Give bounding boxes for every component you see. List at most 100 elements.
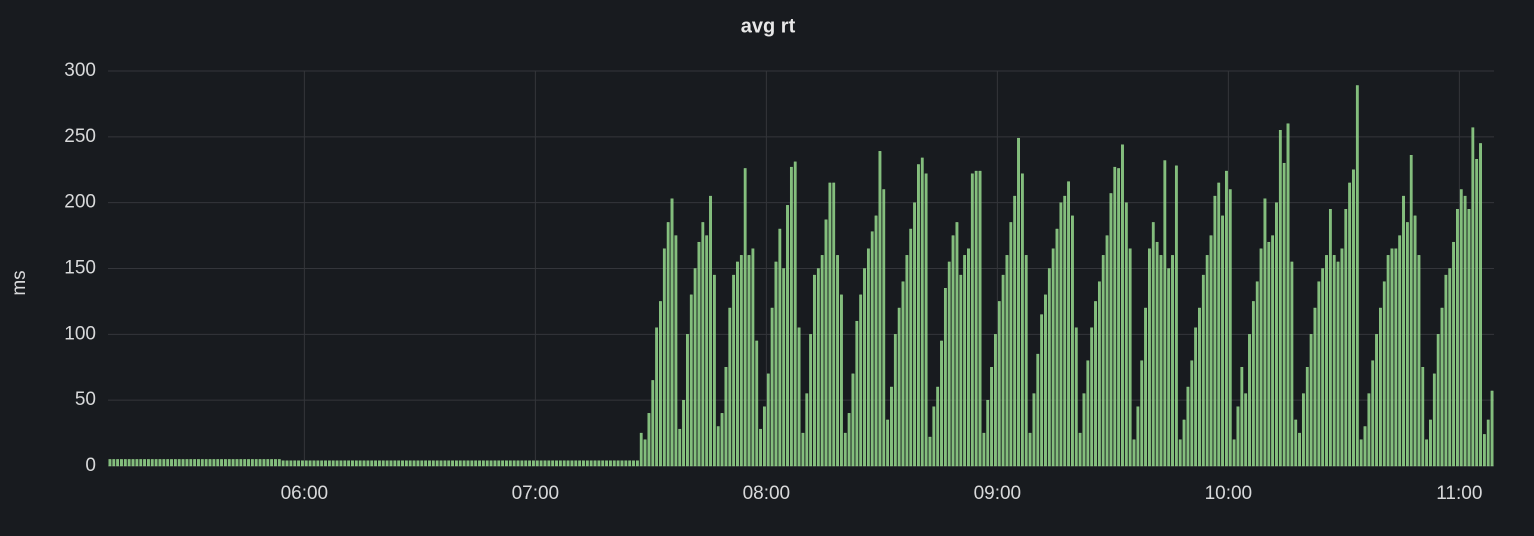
bar [451, 460, 454, 467]
bar [1452, 241, 1455, 467]
bar [1417, 255, 1421, 467]
bar [635, 460, 639, 467]
x-tick-label: 11:00 [1436, 483, 1482, 504]
bar [843, 432, 847, 467]
bar [890, 386, 893, 467]
bar [920, 157, 924, 467]
bar [1456, 209, 1459, 467]
bar [1113, 166, 1117, 467]
bar [293, 460, 297, 467]
bar [493, 460, 497, 467]
bar [682, 399, 685, 467]
bar [331, 460, 335, 467]
bar [997, 301, 1001, 467]
bar [462, 460, 466, 467]
bar [947, 261, 951, 467]
bar [339, 460, 343, 467]
bar [705, 235, 709, 467]
y-tick-label: 100 [64, 323, 96, 344]
bar [1097, 281, 1101, 467]
bar [1244, 393, 1248, 467]
bar [227, 459, 231, 467]
bar [385, 460, 389, 467]
bar [847, 413, 851, 467]
bar [224, 459, 227, 467]
bar [127, 459, 131, 467]
bar [851, 373, 855, 467]
bar [917, 164, 920, 467]
bar [362, 460, 366, 467]
bar [312, 460, 316, 467]
bar [578, 460, 582, 467]
bar [1232, 439, 1236, 467]
bar [639, 432, 643, 467]
bar [955, 222, 959, 467]
bar [1290, 261, 1294, 467]
bar [582, 460, 585, 467]
bar [1117, 168, 1121, 467]
bar [1398, 235, 1402, 467]
bar [1271, 235, 1275, 467]
bar [1013, 195, 1017, 467]
bar [624, 460, 628, 467]
bar [281, 460, 285, 467]
bar [1228, 189, 1232, 467]
bar [447, 460, 451, 467]
bar [1225, 170, 1228, 467]
bar [1059, 202, 1063, 467]
bar [1159, 255, 1163, 467]
bar [728, 307, 732, 467]
bar [547, 460, 551, 467]
bar [1194, 327, 1198, 467]
bar [928, 436, 932, 467]
bar [485, 460, 489, 467]
bar [1444, 274, 1448, 467]
bar [824, 219, 828, 467]
bar [1386, 255, 1390, 467]
bar [905, 255, 909, 467]
bar [605, 460, 608, 467]
bar [208, 459, 212, 467]
bar [301, 460, 304, 467]
bar [859, 294, 863, 467]
bar [1198, 307, 1201, 467]
bar [424, 460, 428, 467]
bar [616, 460, 620, 467]
bar [1036, 353, 1040, 467]
bar [1001, 274, 1005, 467]
bar [886, 419, 890, 467]
bar [216, 459, 220, 467]
bar [470, 460, 474, 467]
bar [366, 460, 370, 467]
bar [1028, 432, 1032, 467]
bar [258, 459, 262, 467]
bar [1055, 228, 1059, 467]
bar [181, 459, 185, 467]
bar [1017, 137, 1020, 467]
bar [1005, 255, 1009, 467]
y-tick-label: 250 [64, 126, 96, 147]
bar [220, 459, 223, 467]
bar [709, 195, 712, 467]
bar [1086, 360, 1090, 467]
bar [743, 168, 747, 467]
bar [666, 222, 670, 467]
bar [370, 460, 374, 467]
bar [1421, 367, 1425, 467]
bar [801, 432, 805, 467]
bar [1467, 209, 1471, 467]
bar [393, 460, 397, 467]
bar [974, 170, 978, 467]
bar [990, 367, 993, 467]
bar [1263, 198, 1267, 467]
bar [959, 274, 963, 467]
bar [1267, 241, 1271, 467]
bar [986, 399, 990, 467]
bar [1155, 241, 1159, 467]
bar [1471, 127, 1475, 467]
bar [893, 334, 897, 467]
bar [474, 460, 478, 467]
bar [162, 459, 166, 467]
